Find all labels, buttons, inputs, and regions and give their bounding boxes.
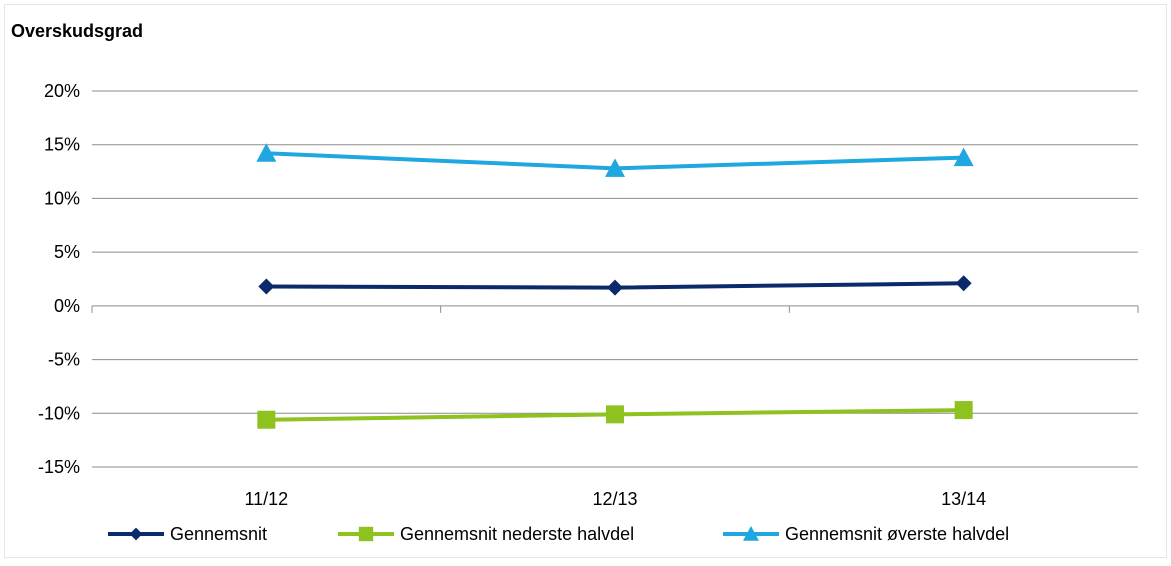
data-point bbox=[955, 275, 972, 292]
chart-container: Overskudsgrad 20% 15% 10% 5% 0% -5% -10% -15% 11… bbox=[4, 4, 1167, 558]
line-chart: 20% 15% 10% 5% 0% -5% -10% -15% 11/12 12/13 13/14 G… bbox=[38, 81, 1139, 544]
x-tick-label: 11/12 bbox=[244, 489, 288, 509]
data-point bbox=[606, 405, 624, 424]
legend-marker bbox=[358, 526, 374, 542]
y-tick-label: 10% bbox=[44, 188, 80, 208]
data-point bbox=[605, 158, 625, 177]
legend-label: Gennemsnit bbox=[170, 524, 267, 544]
data-point bbox=[607, 279, 623, 296]
data-point bbox=[256, 143, 277, 162]
x-tick-label: 13/14 bbox=[941, 489, 986, 509]
y-tick-label: 20% bbox=[44, 81, 80, 101]
y-tick-label: -15% bbox=[38, 457, 80, 477]
data-point bbox=[953, 147, 974, 167]
legend-label: Gennemsnit nederste halvdel bbox=[400, 524, 634, 544]
chart-title: Overskudsgrad bbox=[11, 21, 144, 41]
data-point bbox=[954, 401, 973, 420]
legend-label: Gennemsnit øverste halvdel bbox=[785, 524, 1009, 544]
x-tick-label: 12/13 bbox=[592, 489, 637, 509]
y-tick-label: 5% bbox=[54, 242, 80, 262]
y-tick-label: 15% bbox=[44, 135, 80, 155]
legend-marker bbox=[129, 527, 143, 541]
data-point bbox=[258, 278, 275, 295]
y-tick-label: -10% bbox=[38, 403, 80, 423]
data-point bbox=[257, 410, 276, 429]
legend-marker bbox=[743, 526, 759, 541]
y-tick-label: -5% bbox=[48, 350, 80, 370]
y-tick-label: 0% bbox=[54, 296, 80, 316]
